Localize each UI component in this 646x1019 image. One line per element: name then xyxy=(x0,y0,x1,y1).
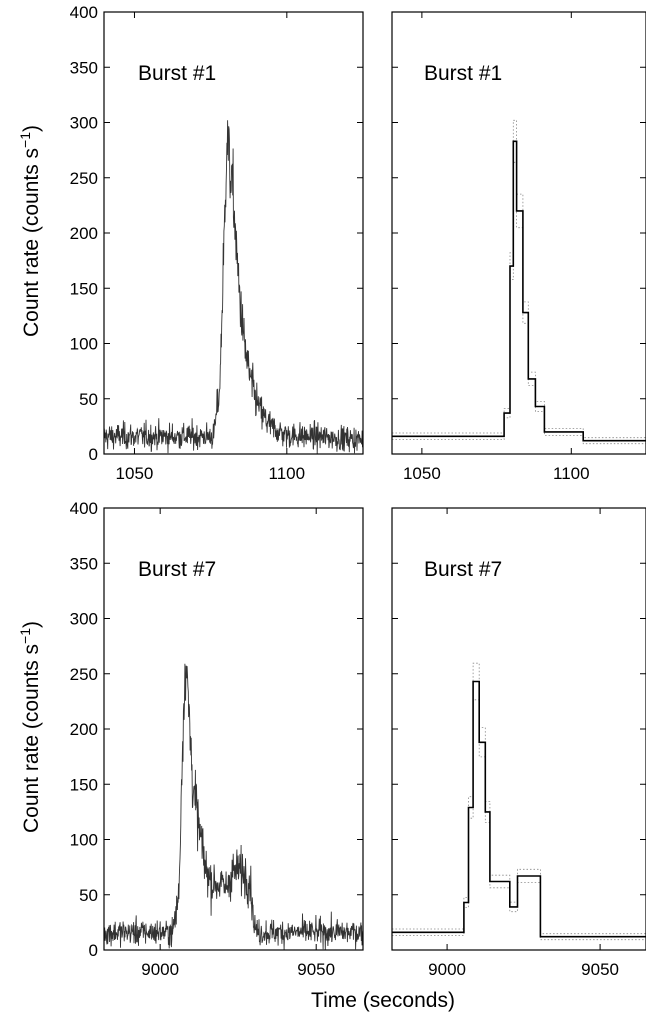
y-tick-label: 300 xyxy=(70,114,98,133)
x-tick-label: 9000 xyxy=(141,960,179,979)
ylabel-top: Count rate (counts s−1) xyxy=(17,125,43,337)
plot-area xyxy=(392,662,646,941)
x-tick-label: 1050 xyxy=(403,464,441,483)
plot-area xyxy=(104,663,363,950)
y-tick-label: 200 xyxy=(70,224,98,243)
block-error-upper xyxy=(392,662,646,935)
y-tick-label: 350 xyxy=(70,58,98,77)
plot-area xyxy=(104,120,363,454)
y-tick-label: 250 xyxy=(70,665,98,684)
x-tick-label: 1050 xyxy=(116,464,154,483)
x-tick-label: 1100 xyxy=(553,464,590,483)
y-tick-label: 400 xyxy=(70,3,98,22)
panel-burst7-lightcurve: 0 50 100 150 200 250 300 350 400 9000 9050 Burst #7 xyxy=(70,499,364,979)
bayesian-blocks-line xyxy=(392,140,646,442)
burst-label: Burst #1 xyxy=(138,62,216,85)
y-tick-label: 50 xyxy=(79,886,98,905)
y-tick-label: 100 xyxy=(70,335,98,354)
y-tick-label: 150 xyxy=(70,279,98,298)
x-tick-label: 9050 xyxy=(581,960,619,979)
y-tick-label: 200 xyxy=(70,720,98,739)
panel-burst7-blocks: 9000 9050 Burst #7 xyxy=(391,507,646,979)
y-tick-label: 50 xyxy=(79,390,98,409)
block-error-lower xyxy=(392,161,646,445)
burst-label: Burst #1 xyxy=(424,62,502,85)
y-tick-label: 0 xyxy=(89,941,98,960)
y-tick-label: 0 xyxy=(89,445,98,464)
xlabel: Time (seconds) xyxy=(311,989,455,1012)
block-error-upper xyxy=(392,119,646,439)
x-tick-label: 1100 xyxy=(269,464,306,483)
panel-burst1-lightcurve: 0 50 100 150 200 250 300 350 400 1050 1100 Burst #1 xyxy=(70,3,364,483)
y-tick-label: 300 xyxy=(70,610,98,629)
bayesian-blocks-line xyxy=(392,680,646,938)
light-curve-line xyxy=(104,120,363,454)
light-curve-line xyxy=(104,663,363,950)
burst-label: Burst #7 xyxy=(424,558,502,581)
plot-area xyxy=(392,119,646,445)
ylabel-bottom: Count rate (counts s−1) xyxy=(17,621,43,833)
block-error-lower xyxy=(392,699,646,941)
y-tick-label: 350 xyxy=(70,554,98,573)
y-tick-label: 100 xyxy=(70,831,98,850)
y-tick-label: 250 xyxy=(70,169,98,188)
panel-burst1-blocks: 1050 1100 Burst #1 xyxy=(391,11,646,483)
x-tick-label: 9050 xyxy=(297,960,335,979)
x-tick-label: 9000 xyxy=(428,960,466,979)
y-tick-label: 150 xyxy=(70,775,98,794)
y-tick-label: 400 xyxy=(70,499,98,518)
burst-label: Burst #7 xyxy=(138,558,216,581)
